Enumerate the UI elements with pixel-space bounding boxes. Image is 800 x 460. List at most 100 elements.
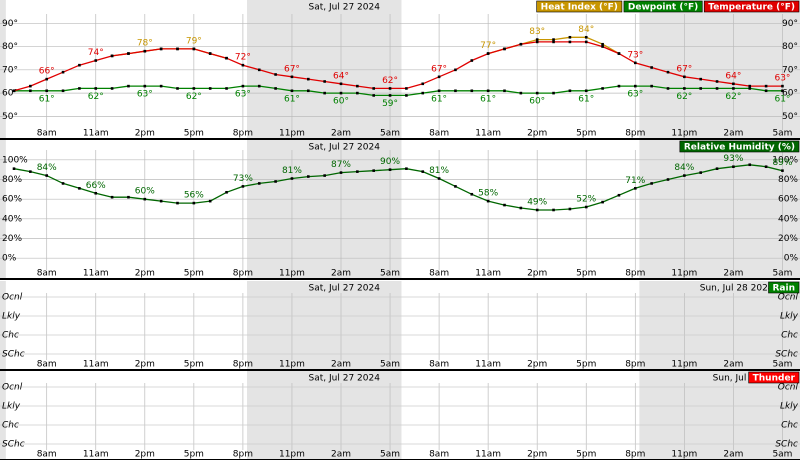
date-label: Sat, Jul 27 2024: [309, 143, 381, 153]
point-marker: [486, 89, 490, 93]
point-marker: [454, 89, 457, 93]
night-shade: [639, 371, 800, 460]
point-marker: [748, 87, 752, 90]
y-tick-label: 60%: [2, 195, 22, 205]
value-label: 84°: [578, 25, 594, 35]
legend-label: Dewpoint (°F): [628, 3, 698, 13]
x-tick-label: 11am: [83, 360, 109, 370]
value-label: 84%: [674, 163, 694, 173]
value-label: 60%: [135, 187, 155, 197]
x-tick-label: 11am: [475, 450, 501, 460]
value-label: 67°: [284, 64, 300, 74]
value-label: 67°: [431, 64, 447, 74]
point-marker: [339, 91, 343, 95]
y-tick-label: 50°: [2, 112, 18, 122]
x-tick-label: 2pm: [135, 360, 155, 370]
legend-label: Relative Humidity (%): [684, 143, 795, 153]
point-marker: [470, 192, 474, 196]
point-marker: [650, 84, 653, 88]
point-marker: [290, 177, 294, 180]
legend-label: Temperature (°F): [708, 3, 795, 13]
y-tick-label: 90°: [2, 19, 18, 29]
x-tick-label: 5pm: [184, 269, 204, 279]
x-tick-label: 5am: [772, 450, 792, 460]
point-marker: [159, 47, 163, 51]
y-category-label-right: Ocnl: [778, 293, 799, 303]
value-label: 60°: [333, 97, 349, 107]
point-marker: [715, 167, 719, 170]
x-tick-label: 5am: [380, 450, 400, 460]
x-tick-label: 5am: [772, 360, 792, 370]
point-marker: [617, 84, 621, 88]
point-marker: [127, 195, 130, 199]
legend-label: Rain: [773, 284, 796, 294]
y-tick-label: 40%: [2, 214, 22, 224]
point-marker: [225, 190, 228, 194]
point-marker: [225, 87, 228, 90]
value-label: 61°: [774, 94, 790, 104]
x-tick-label: 8pm: [625, 269, 645, 279]
value-label: 63°: [627, 90, 643, 100]
night-shade: [639, 281, 800, 370]
x-tick-label: 5pm: [576, 129, 596, 139]
x-tick-label: 5pm: [184, 450, 204, 460]
legend-box: [679, 140, 800, 153]
point-marker: [519, 91, 523, 95]
y-tick-label-right: 70°: [782, 65, 798, 75]
y-tick-label-right: 0%: [784, 254, 799, 264]
night-shade: [0, 281, 6, 370]
y-category-label-right: SChc: [775, 440, 798, 450]
value-label: 62°: [186, 92, 202, 102]
legend-label: Heat Index (°F): [541, 3, 618, 13]
point-marker: [634, 187, 637, 190]
y-category-label: Ocnl: [2, 293, 23, 303]
value-label: 77°: [480, 41, 496, 51]
value-label: 60°: [529, 97, 545, 107]
point-marker: [683, 75, 686, 79]
point-marker: [601, 200, 604, 204]
y-category-label: Chc: [2, 421, 19, 431]
x-tick-label: 5pm: [576, 269, 596, 279]
x-tick-label: 5am: [772, 269, 792, 279]
point-marker: [503, 47, 506, 51]
panel-header: [0, 371, 800, 382]
point-marker: [405, 87, 408, 90]
point-marker: [143, 197, 147, 201]
y-category-label: Lkly: [2, 402, 21, 412]
night-shade: [246, 140, 402, 279]
point-marker: [748, 163, 752, 167]
x-tick-label: 2pm: [527, 360, 547, 370]
point-marker: [781, 89, 784, 93]
y-category-label: SChc: [2, 440, 25, 450]
point-marker: [666, 178, 670, 181]
y-category-label: Ocnl: [2, 383, 23, 393]
point-marker: [568, 89, 572, 93]
y-category-label-right: Ocnl: [778, 383, 799, 393]
point-marker: [159, 199, 163, 203]
point-marker: [437, 89, 441, 93]
point-marker: [192, 201, 196, 205]
value-label: 74°: [88, 48, 104, 58]
value-label: 58%: [478, 189, 498, 199]
point-marker: [241, 185, 245, 188]
x-tick-label: 11pm: [279, 450, 305, 460]
value-label: 73%: [233, 174, 253, 184]
point-marker: [617, 52, 621, 55]
x-tick-label: 2pm: [135, 129, 155, 139]
night-shade: [639, 140, 800, 279]
x-tick-label: 11am: [475, 269, 501, 279]
point-marker: [307, 89, 310, 93]
point-marker: [356, 91, 359, 95]
point-marker: [535, 91, 539, 95]
value-label: 87%: [331, 160, 351, 170]
x-tick-label: 5am: [380, 269, 400, 279]
point-marker: [290, 75, 294, 79]
series-line: [13, 164, 783, 211]
series-line: [13, 41, 783, 92]
point-marker: [535, 38, 539, 41]
point-marker: [12, 167, 16, 170]
point-marker: [650, 182, 653, 185]
point-marker: [732, 82, 735, 86]
x-tick-label: 8pm: [233, 360, 253, 370]
point-marker: [208, 52, 212, 55]
